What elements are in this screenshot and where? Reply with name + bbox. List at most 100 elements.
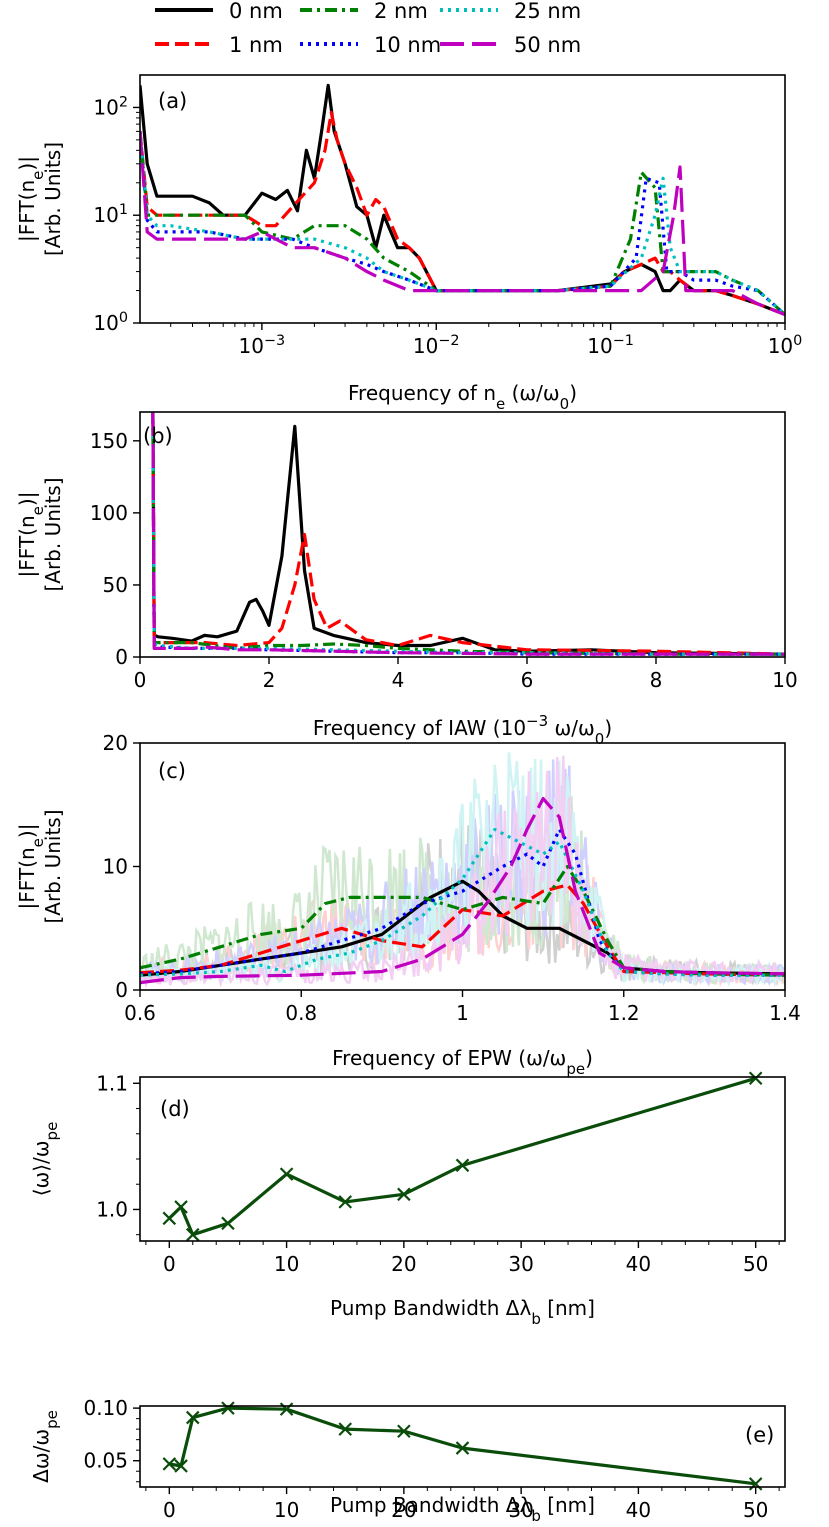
y-tick-label: 20 (103, 731, 128, 755)
series-line-2nm (151, 412, 785, 656)
x-axis-label: Pump Bandwidth Δλb [nm] (330, 1493, 595, 1525)
x-axis-label: Frequency of EPW (ω/ωpe) (332, 1046, 593, 1078)
x-tick-label: 1 (456, 1001, 469, 1025)
x-tick-label: 40 (626, 1498, 651, 1522)
y-tick-label: 0 (115, 645, 128, 669)
legend-label-0nm: 0 nm (229, 0, 283, 23)
data-point-marker (279, 1167, 294, 1181)
x-tick-label: 50 (743, 1498, 768, 1522)
data-point-marker (397, 1187, 411, 1202)
series-line-25nm (151, 412, 785, 656)
x-tick-label: 0 (163, 1498, 176, 1522)
x-tick-label: 10−1 (587, 333, 634, 358)
data-point-marker (185, 1227, 200, 1242)
y-tick-label: 50 (103, 573, 128, 597)
x-tick-label: 10 (772, 668, 797, 692)
series-line-1nm (151, 412, 785, 656)
data-point-marker (279, 1402, 294, 1416)
series-line-1nm (140, 883, 785, 977)
data-point-marker (455, 1441, 470, 1455)
x-tick-label: 0 (163, 1252, 176, 1276)
data-point-marker (185, 1410, 200, 1425)
y-tick-label: 0.10 (83, 1396, 128, 1420)
x-tick-label: 100 (768, 333, 803, 358)
x-tick-label: 8 (650, 668, 663, 692)
panel-label: (b) (143, 424, 173, 448)
series-line-1nm (140, 110, 785, 316)
raw-spectra (140, 752, 785, 989)
x-tick-label: 0 (134, 668, 147, 692)
series-line-d (168, 1077, 757, 1237)
y-tick-label: 100 (93, 310, 128, 335)
y-tick-label: 150 (90, 429, 128, 453)
series-group (140, 797, 785, 985)
axes-frame (139, 1405, 786, 1488)
series-line-25nm (140, 827, 785, 977)
panel-label: (c) (158, 759, 186, 783)
data-point-marker (162, 1211, 177, 1226)
data-point-marker (338, 1195, 353, 1209)
x-tick-label: 40 (626, 1252, 651, 1276)
x-tick-label: 1.4 (769, 1001, 801, 1025)
series-line-0nm (151, 412, 785, 656)
panel-label: (a) (158, 89, 187, 113)
y-axis-label: ⟨ω⟩/ωpe (29, 1122, 61, 1197)
y-tick-label: 0.05 (83, 1449, 128, 1473)
series-line-2nm (140, 131, 785, 316)
series-line-10nm (140, 827, 785, 977)
y-axis-label-units: [Arb. Units] (41, 142, 65, 256)
x-tick-label: 30 (508, 1252, 533, 1276)
axes-frame (139, 411, 786, 658)
y-tick-label: 1.0 (96, 1197, 128, 1221)
y-axis-label: Δω/ωpe (29, 1410, 61, 1483)
panel-e: 0 10 20 30 40 50 0.05 0.10 (e) Pump Bandwidth Δλb… (29, 1396, 786, 1525)
series-line-25nm (140, 131, 785, 316)
x-tick-label: 20 (391, 1252, 416, 1276)
data-point-marker (748, 1477, 763, 1491)
raw-series-50nm (140, 755, 785, 989)
data-point-marker (338, 1422, 353, 1436)
x-tick-label: 20 (391, 1498, 416, 1522)
panel-d: 0 10 20 30 40 50 1.0 1.1 (d) Pump Bandwidth Δλb [… (29, 1071, 786, 1328)
data-point-marker (174, 1200, 188, 1214)
series-line-e (169, 1406, 756, 1486)
series-line-50nm (140, 797, 785, 985)
x-axis-label: Pump Bandwidth Δλb [nm] (330, 1296, 595, 1328)
x-tick-label: 10−2 (413, 333, 460, 358)
series-group (151, 412, 785, 656)
x-tick-label: 10−3 (239, 333, 286, 358)
x-tick-label: 6 (521, 668, 534, 692)
raw-series-25nm (140, 752, 785, 988)
panel-label: (e) (745, 1423, 774, 1447)
panel-label: (d) (160, 1097, 190, 1121)
legend-label-1nm: 1 nm (229, 33, 283, 57)
y-axis-label: |FFT(ne)| (15, 156, 47, 242)
legend-label-50nm: 50 nm (514, 33, 581, 57)
legend-label-2nm: 2 nm (374, 0, 428, 23)
y-axis-label: |FFT(ne)| (15, 492, 47, 578)
y-tick-label: 101 (93, 202, 128, 227)
series-group (169, 1406, 756, 1486)
legend: 0 nm 1 nm 2 nm 10 nm 25 nm 50 nm (155, 0, 581, 57)
x-tick-label: 30 (508, 1498, 533, 1522)
data-point-marker (174, 1459, 188, 1473)
raw-series-2nm (140, 795, 785, 985)
x-tick-label: 1.2 (608, 1001, 640, 1025)
x-tick-label: 0.8 (285, 1001, 317, 1025)
series-line-10nm (151, 412, 785, 656)
y-tick-label: 0 (115, 978, 128, 1002)
x-tick-label: 10 (274, 1498, 299, 1522)
y-axis-label-units: [Arb. Units] (41, 477, 65, 591)
series-line-50nm (151, 412, 785, 656)
data-point-marker (748, 1071, 763, 1086)
series-group (168, 1077, 757, 1237)
x-axis-label: Frequency of IAW (10−3 ω/ω0) (313, 712, 612, 748)
y-axis-label-units: [Arb. Units] (41, 809, 65, 923)
data-point-marker (397, 1424, 411, 1439)
legend-label-10nm: 10 nm (374, 33, 441, 57)
series-group (140, 83, 785, 316)
x-axis-label: Frequency of ne (ω/ω0) (348, 381, 577, 413)
data-point-marker (221, 1216, 235, 1231)
